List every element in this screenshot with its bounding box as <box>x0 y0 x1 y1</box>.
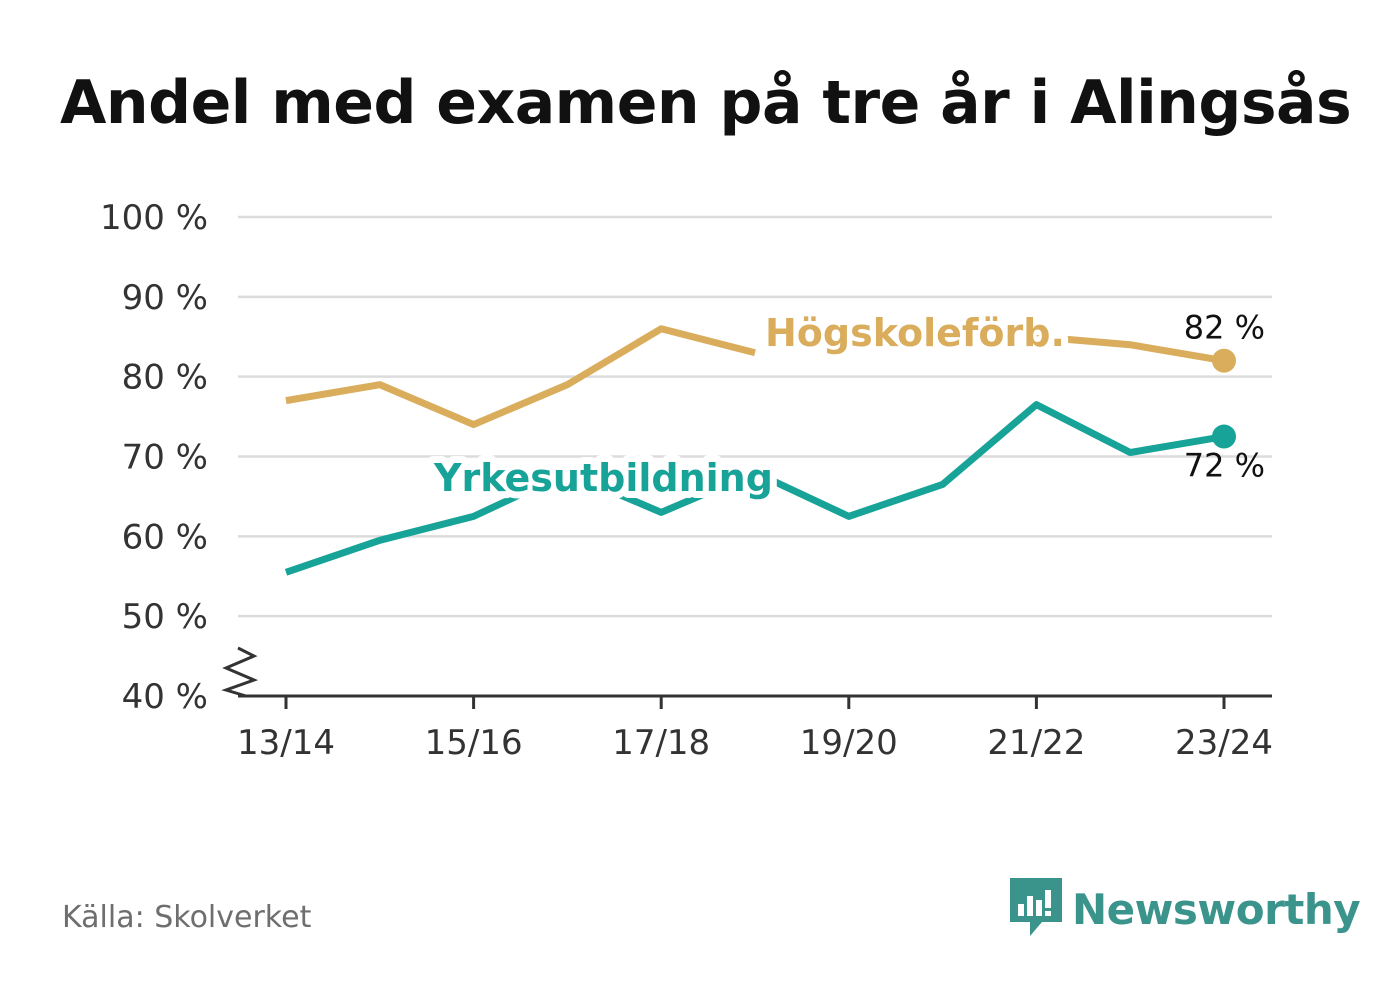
brand-logo: Newsworthy <box>1010 878 1361 940</box>
series-lines <box>284 325 1236 576</box>
x-tick-label: 21/22 <box>987 723 1085 763</box>
y-tick-label: 70 % <box>122 438 208 478</box>
x-tick-label: 13/14 <box>237 723 335 763</box>
end-value-label-yrke: 72 % <box>1184 447 1265 485</box>
source-note: Källa: Skolverket <box>62 900 312 935</box>
y-tick-label: 90 % <box>122 278 208 318</box>
series-label-halo-hogskole: Högskoleförb. <box>765 311 1065 355</box>
x-axis <box>221 646 1272 709</box>
newsworthy-logo-icon <box>1010 878 1062 936</box>
x-tick-label: 17/18 <box>612 723 710 763</box>
end-point-hogskole <box>1212 348 1236 373</box>
series-label-halo-yrke: Yrkesutbildning <box>433 456 773 500</box>
series-label-hogskole: Högskoleförb. <box>765 311 1065 355</box>
chart-title: Andel med examen på tre år i Alingsås <box>60 68 1352 138</box>
x-tick-label: 23/24 <box>1175 723 1273 763</box>
y-tick-label: 100 % <box>100 198 208 238</box>
series-labels: 82 %72 %Högskoleförb.Högskoleförb.Yrkesu… <box>426 304 1265 507</box>
series-line-hogskole <box>285 325 756 429</box>
gridlines <box>238 215 1272 618</box>
x-tick-label: 15/16 <box>425 723 523 763</box>
series-line-hogskole <box>1036 333 1225 365</box>
end-value-label-hogskole: 82 % <box>1184 309 1265 347</box>
brand-name: Newsworthy <box>1072 884 1361 934</box>
axis-break-icon <box>221 646 259 698</box>
end-point-yrke <box>1212 424 1236 449</box>
y-tick-label: 40 % <box>122 677 208 717</box>
y-tick-label: 50 % <box>122 597 208 637</box>
y-tick-label: 80 % <box>122 358 208 398</box>
x-tick-label: 19/20 <box>800 723 898 763</box>
series-label-yrke: Yrkesutbildning <box>433 456 773 500</box>
series-line-yrke <box>284 401 1225 576</box>
x-axis-tick-labels: 13/14 15/16 17/18 19/20 21/22 23/24 <box>237 723 1273 763</box>
y-tick-label: 60 % <box>122 517 208 557</box>
y-axis-tick-labels: 40 % 50 % 60 % 70 % 80 % 90 % 100 % <box>100 198 208 717</box>
